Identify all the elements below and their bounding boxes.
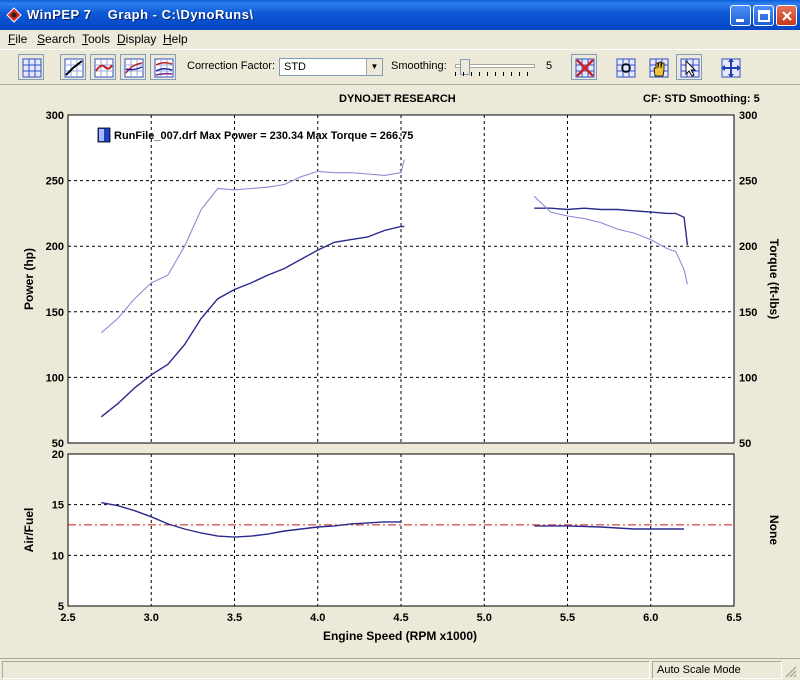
- power-tick-label: 100: [46, 372, 64, 384]
- winpep-app-icon[interactable]: [6, 7, 22, 23]
- power-tick-label: 250: [46, 176, 64, 188]
- overlay-graph-button[interactable]: [120, 54, 146, 80]
- move-arrows-icon: [721, 58, 741, 78]
- lower-air_fuel-line: [534, 525, 685, 530]
- grid-icon: [22, 58, 42, 78]
- upper-torque-line: [533, 195, 688, 285]
- torque-tick-label: 50: [739, 438, 751, 450]
- upper-y-ticks: 50 50 100 100 150 150 200 200 250 250 300 300: [46, 110, 758, 450]
- correction-factor-value: STD: [284, 61, 306, 73]
- power-axis-title: Power (hp): [22, 248, 36, 310]
- grid-view-button[interactable]: [18, 54, 44, 80]
- power-curve-icon: [64, 58, 84, 78]
- zoom-grid-icon: [616, 58, 636, 78]
- air-fuel-axis-title: Air/Fuel: [22, 508, 36, 553]
- lower-series-group: [101, 501, 685, 538]
- lower-right-axis-title: None: [767, 515, 781, 545]
- power-tick-label: 150: [46, 307, 64, 319]
- menu-help[interactable]: Help: [163, 32, 188, 46]
- rpm-tick-label: 5.0: [477, 612, 492, 624]
- smoothing-slider-ticks: [455, 72, 535, 76]
- smoothing-value: 5: [546, 60, 553, 72]
- minimize-button[interactable]: [730, 5, 751, 26]
- upper-power-line: [100, 225, 405, 418]
- power-tick-label: 300: [46, 110, 64, 122]
- menu-tools[interactable]: Tools: [82, 32, 111, 46]
- x-ticks: 2.5 3.0 3.5 4.0 4.5 5.0 5.5 6.0 6.5: [60, 612, 741, 624]
- torque-tick-label: 250: [739, 176, 757, 188]
- smoothing-label: Smoothing:: [391, 60, 447, 72]
- air-fuel-tick-label: 15: [52, 500, 64, 512]
- air-fuel-tick-label: 5: [58, 601, 64, 613]
- status-cell-mode: Auto Scale Mode: [652, 661, 782, 679]
- menu-bar: File Search Tools Display Help: [0, 30, 800, 48]
- power-graph-button[interactable]: [60, 54, 86, 80]
- upper-series-group: [100, 159, 689, 418]
- chart-info-label: CF: STD Smoothing: 5: [643, 93, 760, 105]
- chart-company-title: DYNOJET RESEARCH: [339, 93, 456, 105]
- resize-grip-icon[interactable]: [784, 665, 798, 679]
- title-bar: WinPEP 7 Graph - C:\DynoRuns\: [0, 0, 800, 30]
- close-icon: [782, 11, 792, 21]
- hand-icon: [649, 58, 669, 78]
- torque-curve-icon: [94, 58, 114, 78]
- toolbar: Correction Factor: STD ▼ Smoothing: 5: [0, 49, 800, 85]
- maximize-icon: [758, 10, 770, 22]
- rpm-tick-label: 4.5: [393, 612, 408, 624]
- upper-power-line: [534, 207, 689, 245]
- lower-air_fuel-line: [101, 501, 401, 538]
- menu-search[interactable]: Search: [37, 32, 76, 46]
- rpm-tick-label: 6.5: [726, 612, 741, 624]
- power-tick-label: 200: [46, 241, 64, 253]
- lower-y-ticks: 5 10 15 20: [52, 449, 64, 613]
- status-bar: Auto Scale Mode: [0, 658, 800, 680]
- multi-graph-button[interactable]: [150, 54, 176, 80]
- rpm-tick-label: 5.5: [560, 612, 575, 624]
- torque-axis-title: Torque (ft-lbs): [767, 239, 781, 319]
- menu-display[interactable]: Display: [117, 32, 157, 46]
- torque-graph-button[interactable]: [90, 54, 116, 80]
- maximize-button[interactable]: [753, 5, 774, 26]
- torque-tick-label: 300: [739, 110, 757, 122]
- power-tick-label: 50: [52, 438, 64, 450]
- torque-tick-label: 100: [739, 372, 757, 384]
- air-fuel-tick-label: 20: [52, 449, 64, 461]
- lower-grid: [68, 454, 734, 606]
- correction-factor-select[interactable]: STD ▼: [279, 58, 383, 76]
- lower-plot-area[interactable]: [67, 453, 735, 607]
- select-pointer-button[interactable]: [676, 54, 702, 80]
- legend-swatch-highlight: [99, 129, 104, 141]
- pointer-icon: [680, 58, 700, 78]
- zoom-button[interactable]: [612, 54, 638, 80]
- rpm-tick-label: 6.0: [643, 612, 658, 624]
- window-title: WinPEP 7 Graph - C:\DynoRuns\: [27, 7, 254, 22]
- correction-factor-label: Correction Factor:: [187, 60, 276, 72]
- status-cell-main: [2, 661, 650, 679]
- clear-graph-button[interactable]: [571, 54, 597, 80]
- rpm-tick-label: 3.5: [227, 612, 242, 624]
- rpm-tick-label: 2.5: [60, 612, 75, 624]
- clear-graph-icon: [575, 58, 595, 78]
- move-button[interactable]: [717, 54, 743, 80]
- pan-button[interactable]: [645, 54, 671, 80]
- multi-curve-icon: [154, 58, 174, 78]
- torque-tick-label: 150: [739, 307, 757, 319]
- close-button[interactable]: [776, 5, 797, 26]
- rpm-tick-label: 4.0: [310, 612, 325, 624]
- rpm-tick-label: 3.0: [144, 612, 159, 624]
- legend-label: RunFile_007.drf Max Power = 230.34 Max T…: [114, 130, 413, 142]
- upper-grid: [68, 115, 734, 443]
- torque-tick-label: 200: [739, 241, 757, 253]
- minimize-icon: [736, 19, 744, 22]
- air-fuel-tick-label: 10: [52, 550, 64, 562]
- x-axis-title: Engine Speed (RPM x1000): [323, 629, 477, 643]
- auto-scale-mode-label: Auto Scale Mode: [657, 664, 741, 676]
- overlay-curve-icon: [124, 58, 144, 78]
- chevron-down-icon[interactable]: ▼: [366, 59, 382, 75]
- upper-torque-line: [100, 159, 405, 334]
- menu-file[interactable]: File: [8, 32, 28, 46]
